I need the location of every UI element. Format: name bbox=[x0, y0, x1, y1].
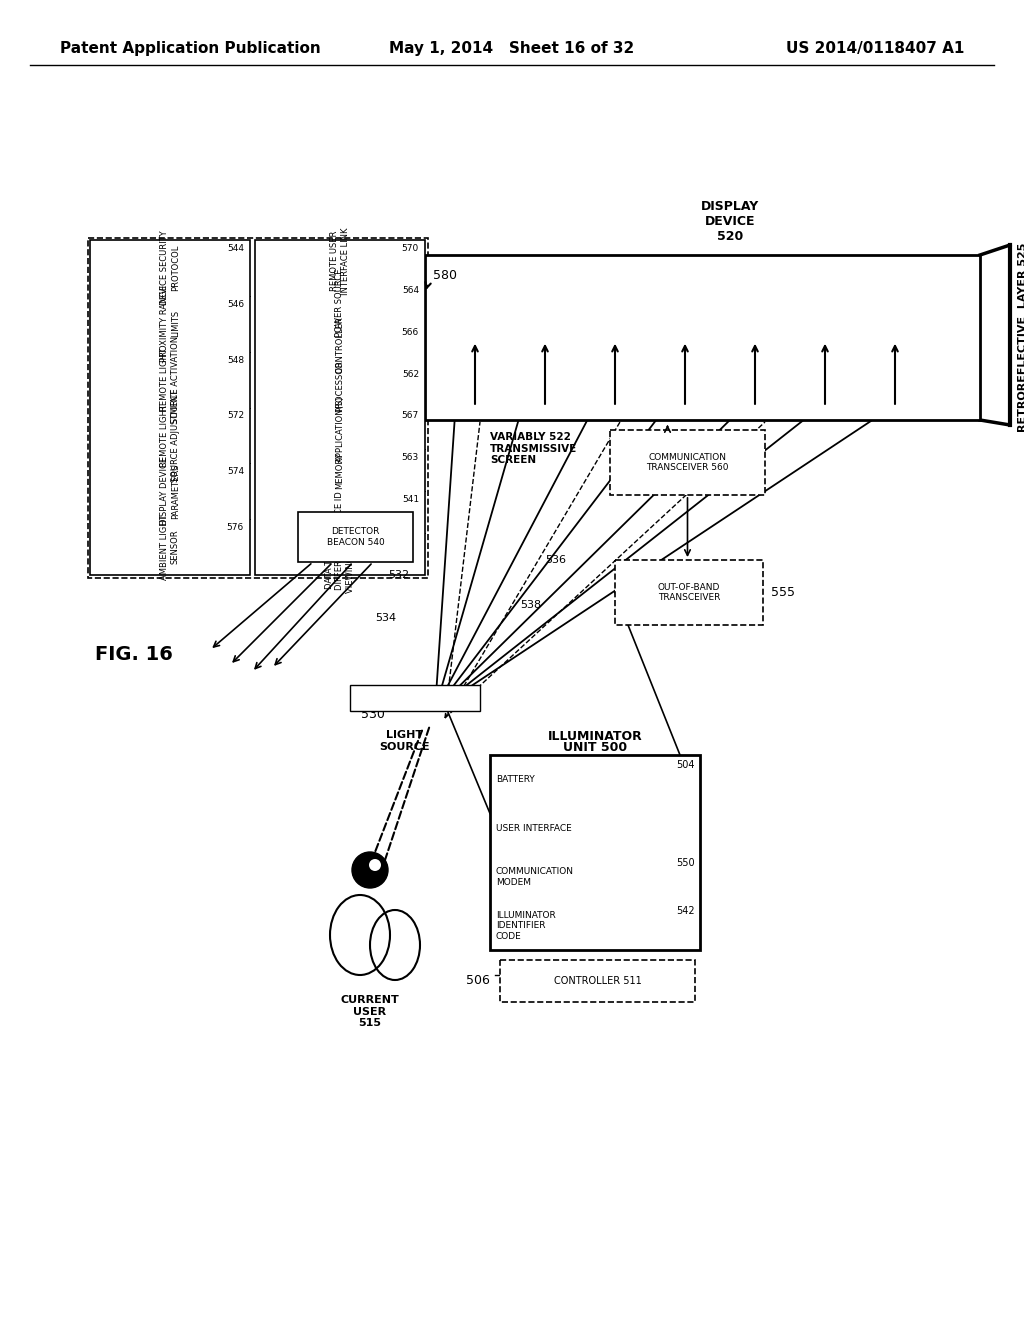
Bar bbox=[500, 960, 695, 1002]
Bar bbox=[255, 240, 425, 576]
Text: APPLICATION(S): APPLICATION(S) bbox=[336, 395, 344, 462]
Bar bbox=[298, 512, 413, 562]
Text: REMOTE LIGHT
SOURCE ADJUSTMENT: REMOTE LIGHT SOURCE ADJUSTMENT bbox=[161, 389, 179, 482]
Text: POWER SOURCE: POWER SOURCE bbox=[336, 269, 344, 337]
Text: USER INTERFACE: USER INTERFACE bbox=[496, 824, 571, 833]
Text: OUT-OF-BAND
TRANSCEIVER: OUT-OF-BAND TRANSCEIVER bbox=[657, 583, 720, 602]
Text: TRANSCEIVER 508: TRANSCEIVER 508 bbox=[374, 693, 457, 702]
Text: ILLUMINATOR
IDENTIFIER
CODE: ILLUMINATOR IDENTIFIER CODE bbox=[496, 911, 556, 941]
Text: 548: 548 bbox=[227, 355, 244, 364]
Text: REMOTE LIGHT
SOURCE ACTIVATION: REMOTE LIGHT SOURCE ACTIVATION bbox=[161, 337, 179, 424]
Bar bbox=[610, 430, 765, 495]
Text: May 1, 2014   Sheet 16 of 32: May 1, 2014 Sheet 16 of 32 bbox=[389, 41, 635, 55]
Text: 506: 506 bbox=[466, 974, 490, 986]
Text: 564: 564 bbox=[401, 286, 419, 294]
Text: VARIABLY 522
TRANSMISSIVE
SCREEN: VARIABLY 522 TRANSMISSIVE SCREEN bbox=[490, 432, 578, 465]
Text: REMOTE USER
INTERFACE LINK: REMOTE USER INTERFACE LINK bbox=[331, 227, 350, 294]
Text: 555: 555 bbox=[771, 586, 795, 599]
Text: DEVICE ID: DEVICE ID bbox=[336, 491, 344, 533]
Text: DATA TABLE FOR
DIFFERENT USER
VIEWING FACTORS: DATA TABLE FOR DIFFERENT USER VIEWING FA… bbox=[325, 515, 355, 593]
Text: 572: 572 bbox=[227, 412, 244, 421]
Text: 576: 576 bbox=[226, 523, 244, 532]
Text: FIG. 16: FIG. 16 bbox=[95, 645, 173, 664]
Text: 541: 541 bbox=[401, 495, 419, 504]
Text: 532: 532 bbox=[388, 570, 410, 579]
Text: 574: 574 bbox=[227, 467, 244, 477]
Text: DISPLAY DEVICE
PARAMETERS: DISPLAY DEVICE PARAMETERS bbox=[161, 457, 179, 525]
Text: LIGHT
SOURCE: LIGHT SOURCE bbox=[380, 730, 430, 751]
Text: AMBIENT LIGHT
SENSOR: AMBIENT LIGHT SENSOR bbox=[161, 515, 179, 579]
Text: 542: 542 bbox=[677, 907, 695, 916]
Circle shape bbox=[352, 851, 388, 888]
Text: CONTROLLER 511: CONTROLLER 511 bbox=[554, 975, 641, 986]
Text: 562: 562 bbox=[401, 370, 419, 379]
Text: DETECTOR
BEACON 540: DETECTOR BEACON 540 bbox=[327, 527, 384, 546]
Bar bbox=[425, 255, 980, 420]
Text: PROXIMITY RANGE
LIMITS: PROXIMITY RANGE LIMITS bbox=[161, 285, 179, 362]
Text: 534: 534 bbox=[375, 612, 396, 623]
Text: Patent Application Publication: Patent Application Publication bbox=[60, 41, 321, 55]
Text: DEVICE SECURITY
PROTOCOL: DEVICE SECURITY PROTOCOL bbox=[161, 231, 179, 305]
Text: 530: 530 bbox=[361, 709, 385, 722]
Text: COMMUNICATION
MODEM: COMMUNICATION MODEM bbox=[496, 867, 574, 887]
Bar bbox=[350, 685, 480, 711]
Text: 504: 504 bbox=[677, 760, 695, 770]
Text: DISPLAY: DISPLAY bbox=[701, 201, 760, 213]
Text: CONTROLLER: CONTROLLER bbox=[336, 317, 344, 374]
Text: 570: 570 bbox=[401, 244, 419, 253]
Text: DEVICE: DEVICE bbox=[705, 215, 756, 228]
Circle shape bbox=[369, 859, 381, 871]
Text: US 2014/0118407 A1: US 2014/0118407 A1 bbox=[785, 41, 964, 55]
Text: 544: 544 bbox=[227, 244, 244, 253]
Text: UNIT 500: UNIT 500 bbox=[563, 741, 627, 754]
Bar bbox=[615, 560, 763, 624]
Text: 546: 546 bbox=[227, 300, 244, 309]
Bar bbox=[90, 240, 250, 576]
Text: ILLUMINATOR: ILLUMINATOR bbox=[548, 730, 642, 743]
Text: COMMUNICATION
TRANSCEIVER 560: COMMUNICATION TRANSCEIVER 560 bbox=[646, 453, 729, 473]
Text: 580: 580 bbox=[433, 269, 457, 282]
Text: CURRENT
USER
515: CURRENT USER 515 bbox=[341, 995, 399, 1028]
Bar bbox=[490, 755, 700, 950]
Text: RETROREFLECTIVE  LAYER 525: RETROREFLECTIVE LAYER 525 bbox=[1018, 243, 1024, 432]
Text: 538: 538 bbox=[520, 601, 541, 610]
Text: BATTERY: BATTERY bbox=[496, 775, 535, 784]
Text: 536: 536 bbox=[545, 554, 566, 565]
Text: 566: 566 bbox=[401, 327, 419, 337]
Text: 567: 567 bbox=[401, 412, 419, 421]
Bar bbox=[88, 238, 428, 578]
Text: 563: 563 bbox=[401, 453, 419, 462]
Text: PROCESSOR: PROCESSOR bbox=[336, 360, 344, 412]
Text: MEMORY: MEMORY bbox=[336, 451, 344, 488]
Text: 550: 550 bbox=[677, 858, 695, 867]
Text: 520: 520 bbox=[717, 230, 743, 243]
